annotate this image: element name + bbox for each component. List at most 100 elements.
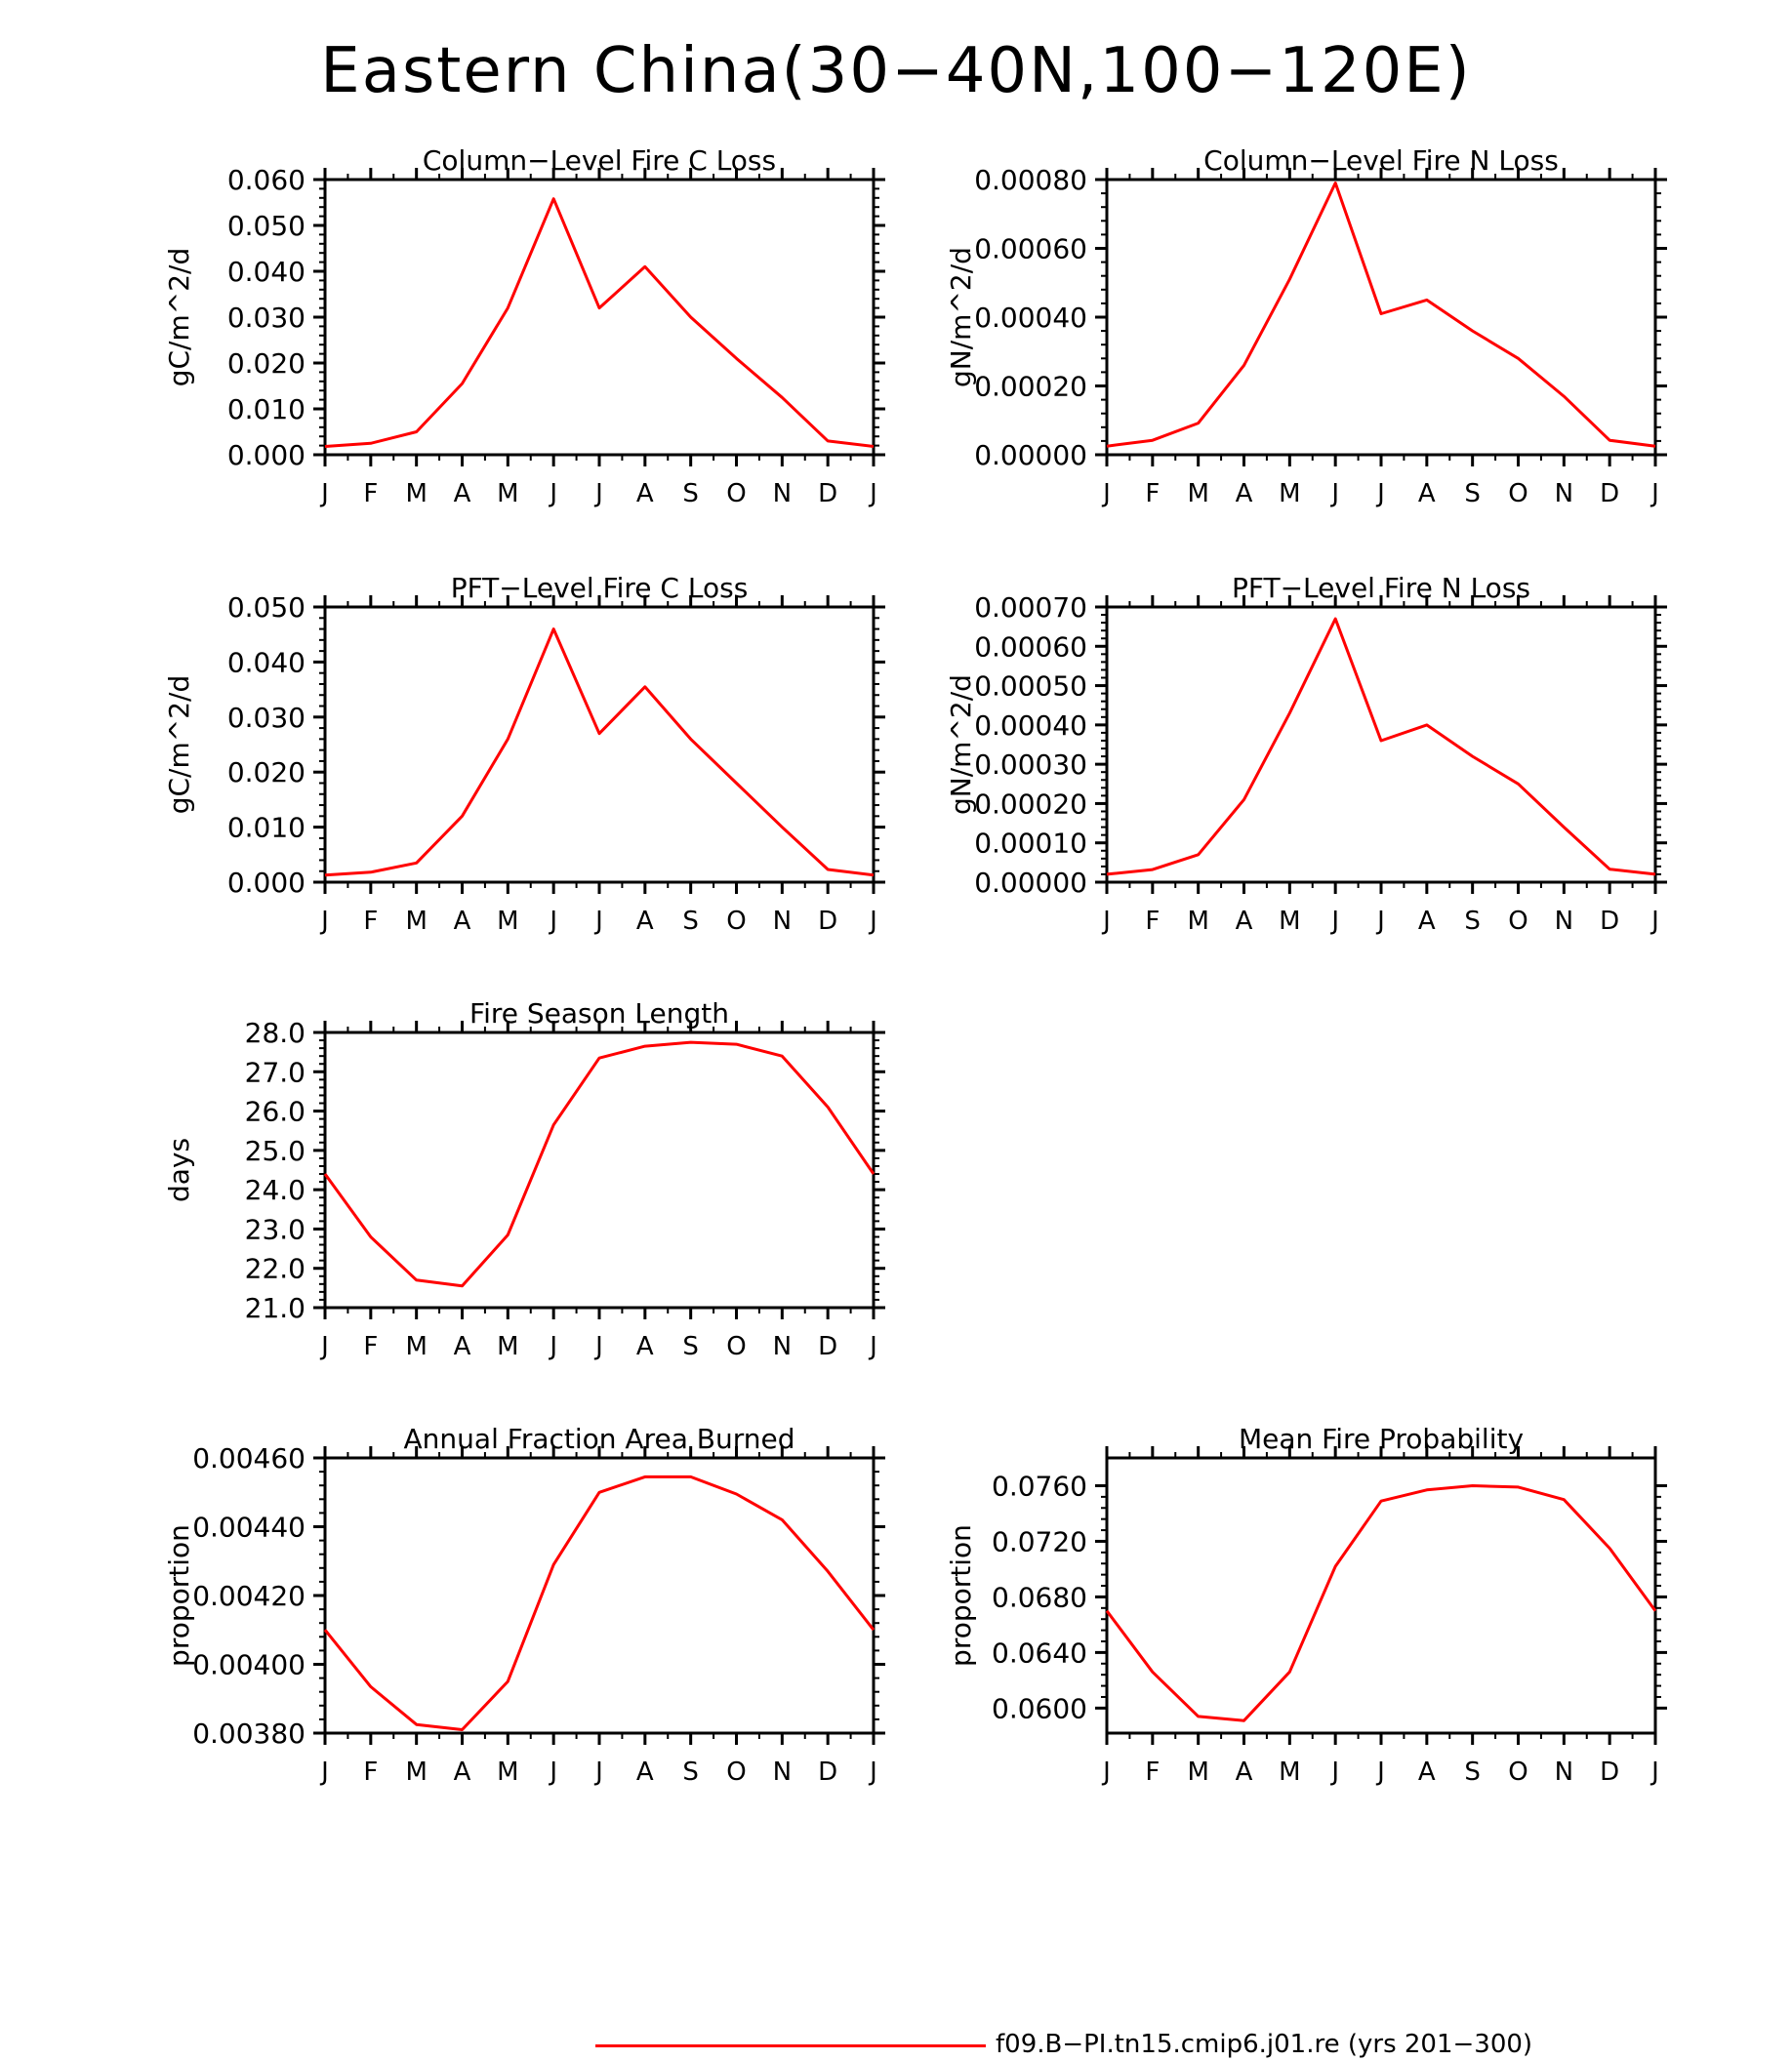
y-tick-label: 0.00020 [974, 788, 1087, 820]
x-tick-label: M [497, 1758, 518, 1787]
x-tick-label: A [454, 1758, 471, 1787]
y-tick-label: 27.0 [245, 1056, 305, 1088]
x-tick-label: O [1508, 479, 1527, 508]
x-tick-label: O [1508, 907, 1527, 936]
x-tick-label: J [548, 479, 557, 508]
y-tick-label: 0.060 [227, 164, 305, 196]
plot-frame [1105, 178, 1657, 457]
x-tick-label: J [319, 1332, 329, 1361]
x-tick-label: J [1329, 479, 1339, 508]
x-tick-label: F [1145, 1758, 1160, 1787]
x-tick-label: D [818, 907, 837, 936]
y-tick-label: 24.0 [245, 1174, 305, 1206]
y-tick-label: 0.000 [227, 867, 305, 899]
figure-title: Eastern China(30−40N,100−120E) [320, 35, 1472, 107]
x-tick-label: A [1236, 1758, 1253, 1787]
x-tick-label: A [636, 479, 654, 508]
y-tick-label: 0.00060 [974, 630, 1087, 663]
x-tick-label: S [1464, 1758, 1481, 1787]
y-tick-label: 0.00060 [974, 233, 1087, 265]
x-tick-label: M [405, 479, 427, 508]
x-tick-label: A [636, 907, 654, 936]
plot-frame [1105, 605, 1657, 884]
x-tick-label: S [682, 1332, 699, 1361]
x-tick-label: J [319, 907, 329, 936]
x-tick-label: S [682, 907, 699, 936]
legend-line-swatch [595, 2044, 986, 2047]
x-tick-label: D [818, 1758, 837, 1787]
x-tick-label: J [1375, 907, 1385, 936]
x-tick-label: N [1555, 907, 1573, 936]
x-tick-label: J [593, 1332, 603, 1361]
y-tick-label: 0.0680 [992, 1581, 1087, 1613]
x-tick-label: M [405, 907, 427, 936]
x-tick-label: M [497, 1332, 518, 1361]
y-tick-label: 0.00440 [192, 1512, 305, 1544]
y-tick-label: 0.00030 [974, 748, 1087, 781]
y-tick-label: 0.00040 [974, 302, 1087, 334]
x-tick-label: A [454, 479, 471, 508]
plot-frame [323, 605, 876, 884]
x-tick-label: A [1418, 1758, 1436, 1787]
x-tick-label: J [319, 1758, 329, 1787]
panel-title: PFT−Level Fire N Loss [1232, 572, 1530, 604]
y-tick-label: 0.00070 [974, 591, 1087, 624]
y-tick-label: 0.0640 [992, 1637, 1087, 1669]
y-tick-label: 0.030 [227, 302, 305, 334]
x-tick-label: M [1187, 1758, 1208, 1787]
x-tick-label: D [818, 479, 837, 508]
x-tick-label: A [636, 1758, 654, 1787]
y-tick-label: 0.050 [227, 591, 305, 624]
legend-label: f09.B−PI.tn15.cmip6.j01.re (yrs 201−300) [996, 2030, 1533, 2059]
x-tick-label: J [319, 479, 329, 508]
series-line [324, 627, 875, 877]
x-tick-label: N [773, 1332, 792, 1361]
x-tick-label: J [593, 1758, 603, 1787]
x-tick-label: J [548, 1332, 557, 1361]
x-tick-label: J [1375, 479, 1385, 508]
plot-frame [1105, 1456, 1657, 1735]
y-tick-label: 0.010 [227, 812, 305, 844]
x-tick-label: O [726, 479, 746, 508]
x-tick-label: J [868, 479, 877, 508]
x-tick-label: J [1649, 1758, 1659, 1787]
y-tick-label: 0.00020 [974, 371, 1087, 403]
y-tick-label: 0.00000 [974, 867, 1087, 899]
x-tick-label: A [1418, 907, 1436, 936]
x-tick-label: F [363, 1332, 378, 1361]
y-tick-label: 0.0760 [992, 1470, 1087, 1502]
x-tick-label: N [773, 907, 792, 936]
x-tick-label: O [726, 1332, 746, 1361]
x-tick-label: O [726, 1758, 746, 1787]
y-tick-label: 0.00080 [974, 164, 1087, 196]
x-tick-label: J [1649, 907, 1659, 936]
x-tick-label: N [1555, 479, 1573, 508]
x-tick-label: J [1101, 907, 1111, 936]
y-tick-label: 22.0 [245, 1253, 305, 1285]
x-tick-label: D [1600, 1758, 1619, 1787]
y-tick-label: 28.0 [245, 1017, 305, 1049]
x-tick-label: M [1187, 479, 1208, 508]
panel-title: PFT−Level Fire C Loss [451, 572, 749, 604]
series-line [1106, 617, 1656, 876]
panel-title: Column−Level Fire N Loss [1203, 144, 1559, 177]
series-line [1105, 1484, 1657, 1722]
x-tick-label: J [1101, 1758, 1111, 1787]
y-tick-label: 0.00000 [974, 439, 1087, 471]
y-tick-label: 0.0600 [992, 1692, 1087, 1724]
x-tick-label: D [1600, 479, 1619, 508]
x-tick-label: J [868, 907, 877, 936]
x-tick-label: M [405, 1332, 427, 1361]
panel-title: Column−Level Fire C Loss [423, 144, 776, 177]
x-tick-label: S [682, 479, 699, 508]
x-tick-label: M [1279, 1758, 1300, 1787]
series-line [323, 1475, 876, 1731]
x-tick-label: A [454, 1332, 471, 1361]
y-tick-label: 0.040 [227, 256, 305, 288]
panel-title: Mean Fire Probability [1239, 1423, 1524, 1455]
x-tick-label: J [868, 1332, 877, 1361]
x-tick-label: F [363, 479, 378, 508]
x-tick-label: O [1508, 1758, 1527, 1787]
y-tick-label: 0.050 [227, 210, 305, 242]
y-tick-label: 0.020 [227, 347, 305, 380]
